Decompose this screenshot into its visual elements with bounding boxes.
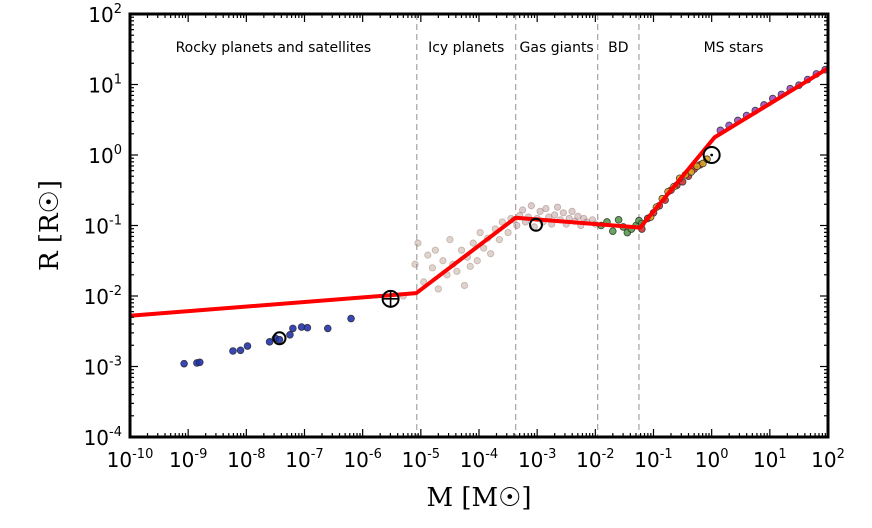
x-tick-label: 100 bbox=[695, 447, 729, 472]
region-label: Gas giants bbox=[520, 40, 594, 56]
y-tick-label: 10-2 bbox=[84, 284, 122, 309]
data-point bbox=[487, 250, 495, 258]
data-point bbox=[473, 257, 481, 265]
x-tick-label: 10-6 bbox=[343, 447, 381, 472]
data-point bbox=[536, 207, 544, 215]
x-tick-label: 101 bbox=[753, 447, 787, 472]
data-point bbox=[519, 206, 527, 214]
data-point bbox=[498, 218, 506, 226]
data-point bbox=[303, 323, 312, 332]
data-point bbox=[431, 246, 439, 254]
x-tick-label: 10-9 bbox=[169, 447, 207, 472]
y-tick-label: 101 bbox=[88, 73, 122, 98]
data-point bbox=[542, 204, 550, 213]
data-point bbox=[196, 358, 204, 367]
data-point bbox=[323, 324, 332, 333]
data-point bbox=[559, 209, 567, 217]
data-point bbox=[424, 251, 432, 259]
data-point bbox=[428, 264, 437, 272]
data-point bbox=[243, 342, 252, 350]
x-tick-label: 10-4 bbox=[460, 447, 498, 472]
data-point bbox=[568, 207, 576, 215]
region-label: BD bbox=[608, 40, 628, 56]
reference-markers bbox=[272, 146, 721, 346]
data-point bbox=[453, 267, 461, 275]
y-tick-label: 10-3 bbox=[84, 355, 122, 380]
x-axis-tick-labels: 10-10 10-9 10-8 10-7 10-6 10-5 10-4 10-3 10-2 10-… bbox=[107, 447, 845, 472]
x-tick-label: 10-7 bbox=[285, 447, 323, 472]
data-point bbox=[275, 335, 284, 344]
region-label: Icy planets bbox=[428, 40, 504, 56]
y-tick-label: 100 bbox=[88, 143, 122, 168]
x-tick-label: 10-2 bbox=[576, 447, 614, 472]
x-tick-label: 102 bbox=[811, 447, 845, 472]
data-point bbox=[480, 244, 488, 252]
axis-ticks bbox=[129, 13, 829, 438]
data-point bbox=[469, 239, 477, 247]
data-point bbox=[460, 281, 469, 290]
data-point bbox=[289, 324, 297, 333]
data-point bbox=[347, 314, 355, 323]
y-tick-label: 10-1 bbox=[84, 214, 122, 239]
data-point bbox=[466, 262, 474, 270]
region-labels: Rocky planets and satellites Icy planets G… bbox=[176, 40, 764, 56]
y-tick-label: 10-4 bbox=[84, 425, 122, 450]
data-point bbox=[553, 203, 562, 211]
data-point bbox=[434, 285, 442, 293]
x-tick-label: 10-5 bbox=[402, 447, 440, 472]
y-axis-label: R [R☉] bbox=[35, 180, 65, 271]
data-point bbox=[504, 228, 512, 237]
data-point bbox=[236, 346, 245, 355]
data-point bbox=[495, 236, 503, 244]
marker-sun bbox=[702, 146, 721, 164]
x-tick-label: 10-8 bbox=[227, 447, 265, 472]
data-point bbox=[551, 211, 559, 219]
marker-earth bbox=[381, 289, 400, 308]
data-point bbox=[180, 359, 188, 368]
y-tick-label: 102 bbox=[88, 2, 122, 27]
plot-frame bbox=[128, 12, 830, 439]
series-0 bbox=[180, 314, 355, 368]
data-point bbox=[265, 338, 274, 346]
data-point bbox=[229, 347, 237, 355]
x-tick-label: 10-1 bbox=[634, 447, 672, 472]
region-label: Rocky planets and satellites bbox=[176, 40, 372, 56]
fit-line bbox=[129, 66, 830, 318]
marker-moon bbox=[272, 331, 287, 346]
x-tick-label: 10-10 bbox=[107, 447, 154, 472]
y-axis-tick-labels: 10-4 10-3 10-2 10-1 100 101 102 bbox=[84, 2, 122, 450]
data-point bbox=[411, 260, 419, 268]
data-point bbox=[513, 221, 521, 230]
data-point bbox=[286, 330, 294, 339]
data-point bbox=[614, 216, 623, 224]
data-point bbox=[457, 246, 466, 254]
series-2 bbox=[510, 202, 599, 231]
data-point bbox=[527, 202, 535, 210]
data-point bbox=[439, 257, 447, 265]
x-axis-label: M [M☉] bbox=[426, 483, 531, 513]
x-tick-label: 10-3 bbox=[518, 447, 556, 472]
region-label: MS stars bbox=[704, 40, 764, 56]
marker-jupiter bbox=[529, 217, 544, 232]
data-point bbox=[476, 228, 484, 237]
data-point bbox=[608, 227, 617, 235]
data-points bbox=[180, 65, 829, 368]
fit-line-layer bbox=[129, 66, 830, 318]
data-point bbox=[414, 239, 422, 247]
data-point bbox=[446, 236, 454, 244]
